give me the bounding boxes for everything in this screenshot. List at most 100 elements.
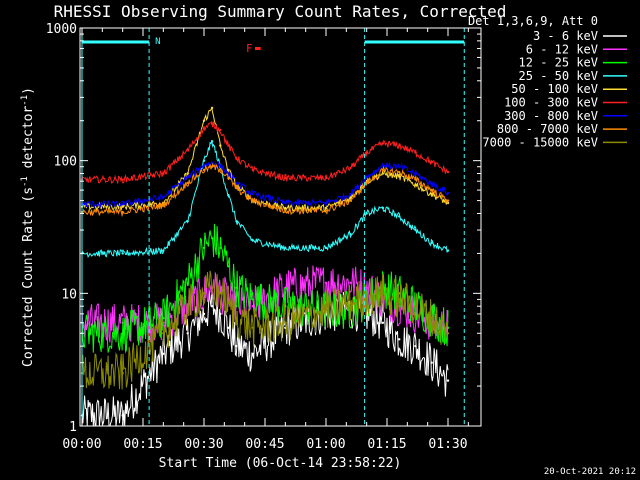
data-point xyxy=(381,169,385,172)
legend-label: 12 - 25 keV xyxy=(519,56,598,70)
data-point xyxy=(121,414,124,417)
data-point xyxy=(381,164,385,167)
data-point xyxy=(398,298,401,301)
data-point xyxy=(324,246,328,250)
x-tick-label: 00:30 xyxy=(184,437,223,452)
data-point xyxy=(235,344,238,348)
data-point xyxy=(210,305,214,308)
legend-label: 3 - 6 keV xyxy=(533,29,598,43)
data-point xyxy=(349,166,352,170)
data-point xyxy=(430,188,433,192)
data-point xyxy=(324,206,328,210)
data-point xyxy=(381,206,385,210)
data-point xyxy=(162,352,165,355)
data-point xyxy=(186,305,189,308)
data-point xyxy=(210,165,214,168)
data-point xyxy=(210,237,214,240)
data-point xyxy=(430,182,433,185)
y-axis-label-part: ) xyxy=(21,87,36,95)
data-point xyxy=(219,246,222,250)
data-point xyxy=(324,209,328,212)
flare-label: F xyxy=(246,42,253,55)
data-point xyxy=(235,286,238,289)
y-tick-label: 100 xyxy=(54,155,77,170)
data-point xyxy=(235,156,238,160)
y-axis-label-part: detector xyxy=(21,106,36,177)
data-point xyxy=(210,122,214,125)
data-point xyxy=(121,178,124,181)
series-line xyxy=(81,160,449,210)
legend-label: 300 - 800 keV xyxy=(504,109,598,123)
data-point xyxy=(121,210,124,214)
data-point xyxy=(251,168,254,172)
data-point xyxy=(414,305,417,308)
data-point xyxy=(349,301,352,304)
data-point xyxy=(446,379,450,382)
data-point xyxy=(324,281,328,284)
data-point xyxy=(349,232,352,236)
data-point xyxy=(162,317,165,320)
data-point xyxy=(202,312,206,316)
data-point xyxy=(210,286,214,289)
y-tick-label: 10 xyxy=(61,287,77,302)
data-point xyxy=(235,187,238,190)
legend-label: 50 - 100 keV xyxy=(511,82,598,96)
series-layer xyxy=(80,106,450,427)
legend-label: 7000 - 15000 keV xyxy=(482,135,598,149)
data-point xyxy=(398,170,401,174)
data-point xyxy=(349,197,352,200)
x-tick-label: 00:00 xyxy=(62,437,101,452)
data-point xyxy=(162,332,165,335)
data-point xyxy=(219,144,222,147)
series-line xyxy=(81,140,449,258)
data-point xyxy=(430,161,433,164)
data-point xyxy=(162,172,165,175)
data-point xyxy=(251,326,254,329)
x-tick-label: 01:00 xyxy=(306,437,345,452)
data-point xyxy=(381,321,385,324)
data-point xyxy=(446,332,450,335)
flare-bar xyxy=(254,47,261,50)
x-tick-label: 01:15 xyxy=(367,437,406,452)
data-point xyxy=(284,246,287,250)
data-point xyxy=(162,196,165,199)
data-point xyxy=(381,172,385,175)
data-point xyxy=(219,164,222,167)
data-point xyxy=(121,332,124,335)
data-point xyxy=(365,212,368,215)
data-point xyxy=(251,199,254,202)
data-point xyxy=(121,203,124,206)
data-point xyxy=(365,295,368,298)
data-point xyxy=(446,170,450,174)
data-point xyxy=(202,246,206,250)
data-point xyxy=(186,332,189,335)
data-point xyxy=(284,176,287,180)
data-point xyxy=(219,168,222,171)
legend-label: 25 - 50 keV xyxy=(519,69,598,83)
night-label: N xyxy=(155,37,160,47)
chart-title: RHESSI Observing Summary Count Rates, Co… xyxy=(54,2,507,21)
data-point xyxy=(414,228,417,232)
series-line xyxy=(81,270,449,390)
data-point xyxy=(446,249,450,252)
data-point xyxy=(251,298,254,301)
data-point xyxy=(227,301,230,304)
data-point xyxy=(398,165,401,168)
legend-title: Det 1,3,6,9, Att 0 xyxy=(468,14,598,28)
data-point xyxy=(227,193,230,197)
data-point xyxy=(219,312,222,316)
data-point xyxy=(219,292,222,295)
data-point xyxy=(202,119,206,122)
data-point xyxy=(349,199,352,202)
data-point xyxy=(227,176,230,180)
data-point xyxy=(398,144,401,147)
data-point xyxy=(186,149,189,152)
data-point xyxy=(235,181,238,185)
x-tick-label: 01:30 xyxy=(428,437,467,452)
data-point xyxy=(398,215,401,218)
data-point xyxy=(186,176,189,179)
data-point xyxy=(381,142,385,145)
data-point xyxy=(210,106,214,110)
